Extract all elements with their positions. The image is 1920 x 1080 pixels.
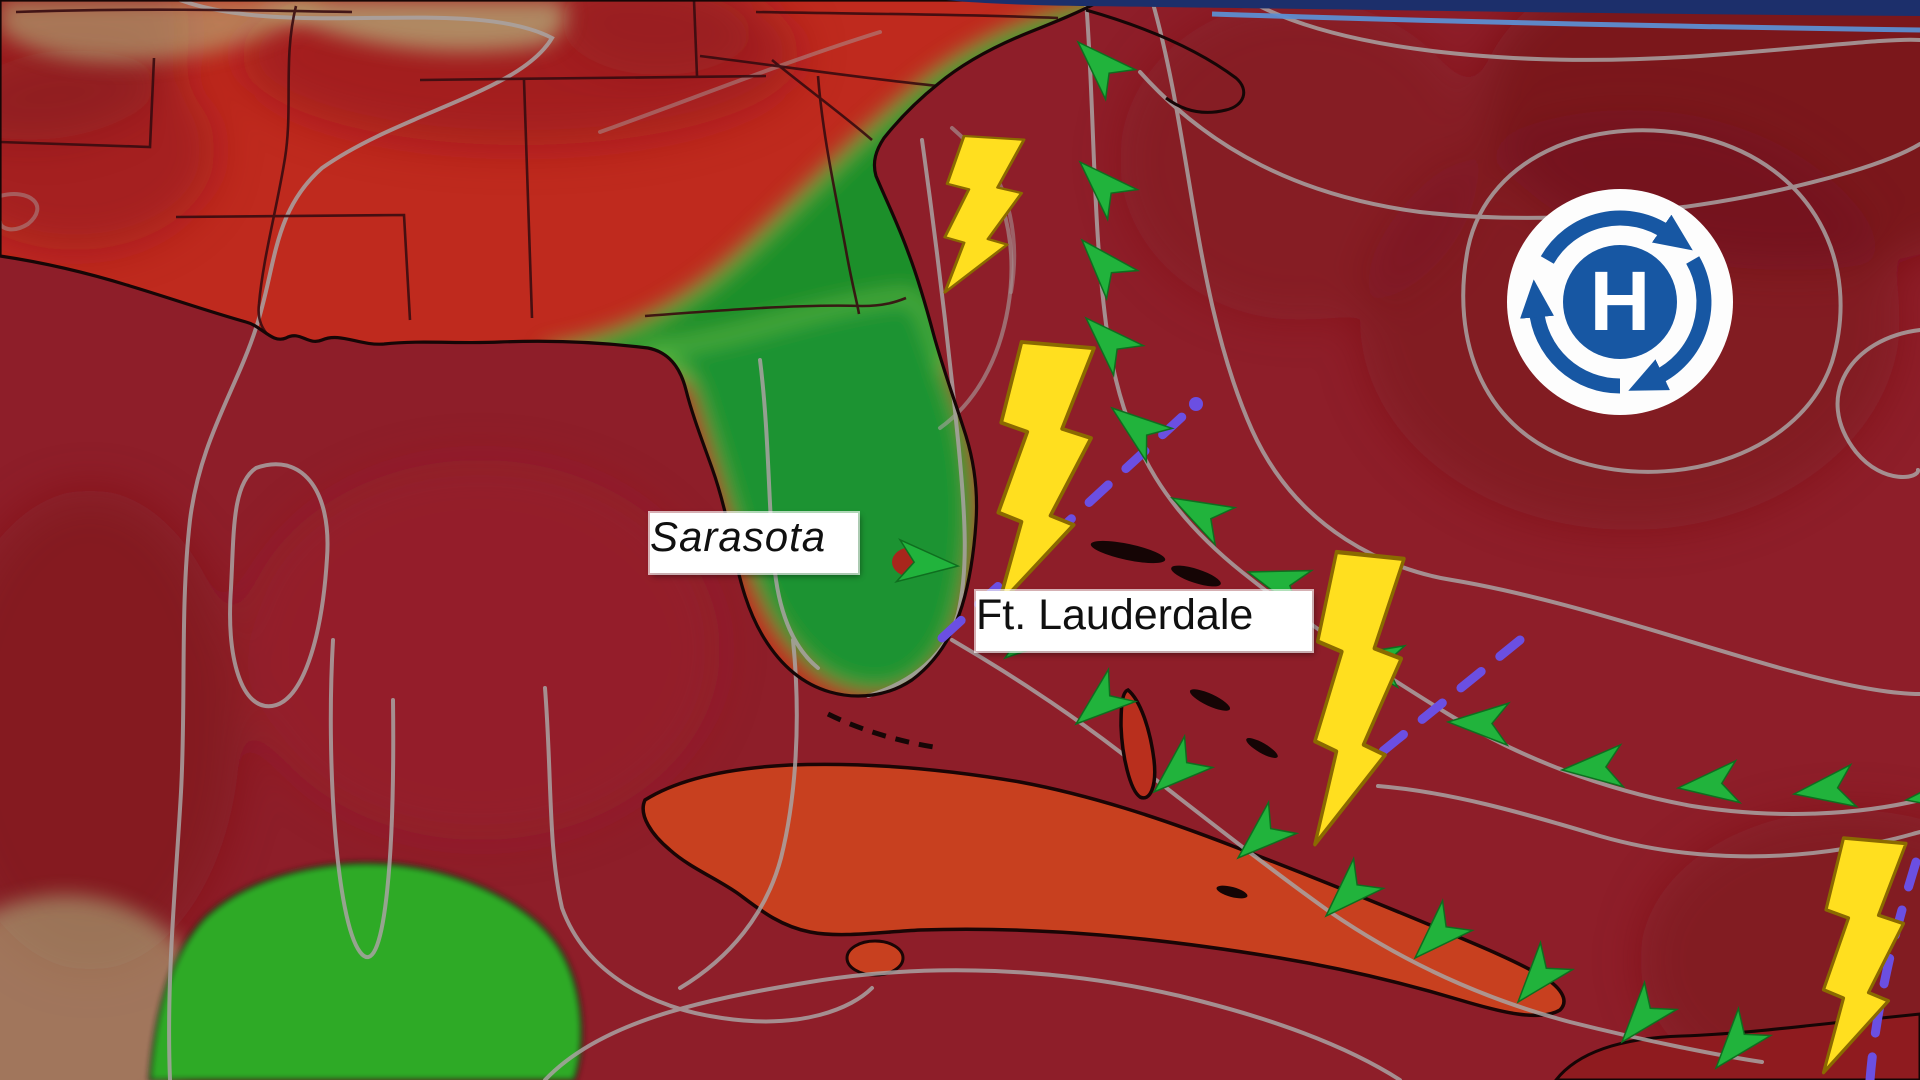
yucatan [0,862,583,1080]
city-label-sarasota: Sarasota [650,513,858,573]
top-banner-edge [946,0,1920,33]
trough-dot [1189,397,1203,411]
city-label-ft-lauderdale: Ft. Lauderdale [976,591,1312,651]
high-pressure-icon: H [1507,189,1733,415]
state-borders [0,0,1059,337]
high-pressure-letter: H [1590,254,1651,348]
outer-banks [1085,8,1246,114]
cuba [641,762,1566,1018]
trough-line-southeast [1865,857,1920,1080]
isla-juventud [845,939,905,977]
florida-keys [826,711,941,751]
